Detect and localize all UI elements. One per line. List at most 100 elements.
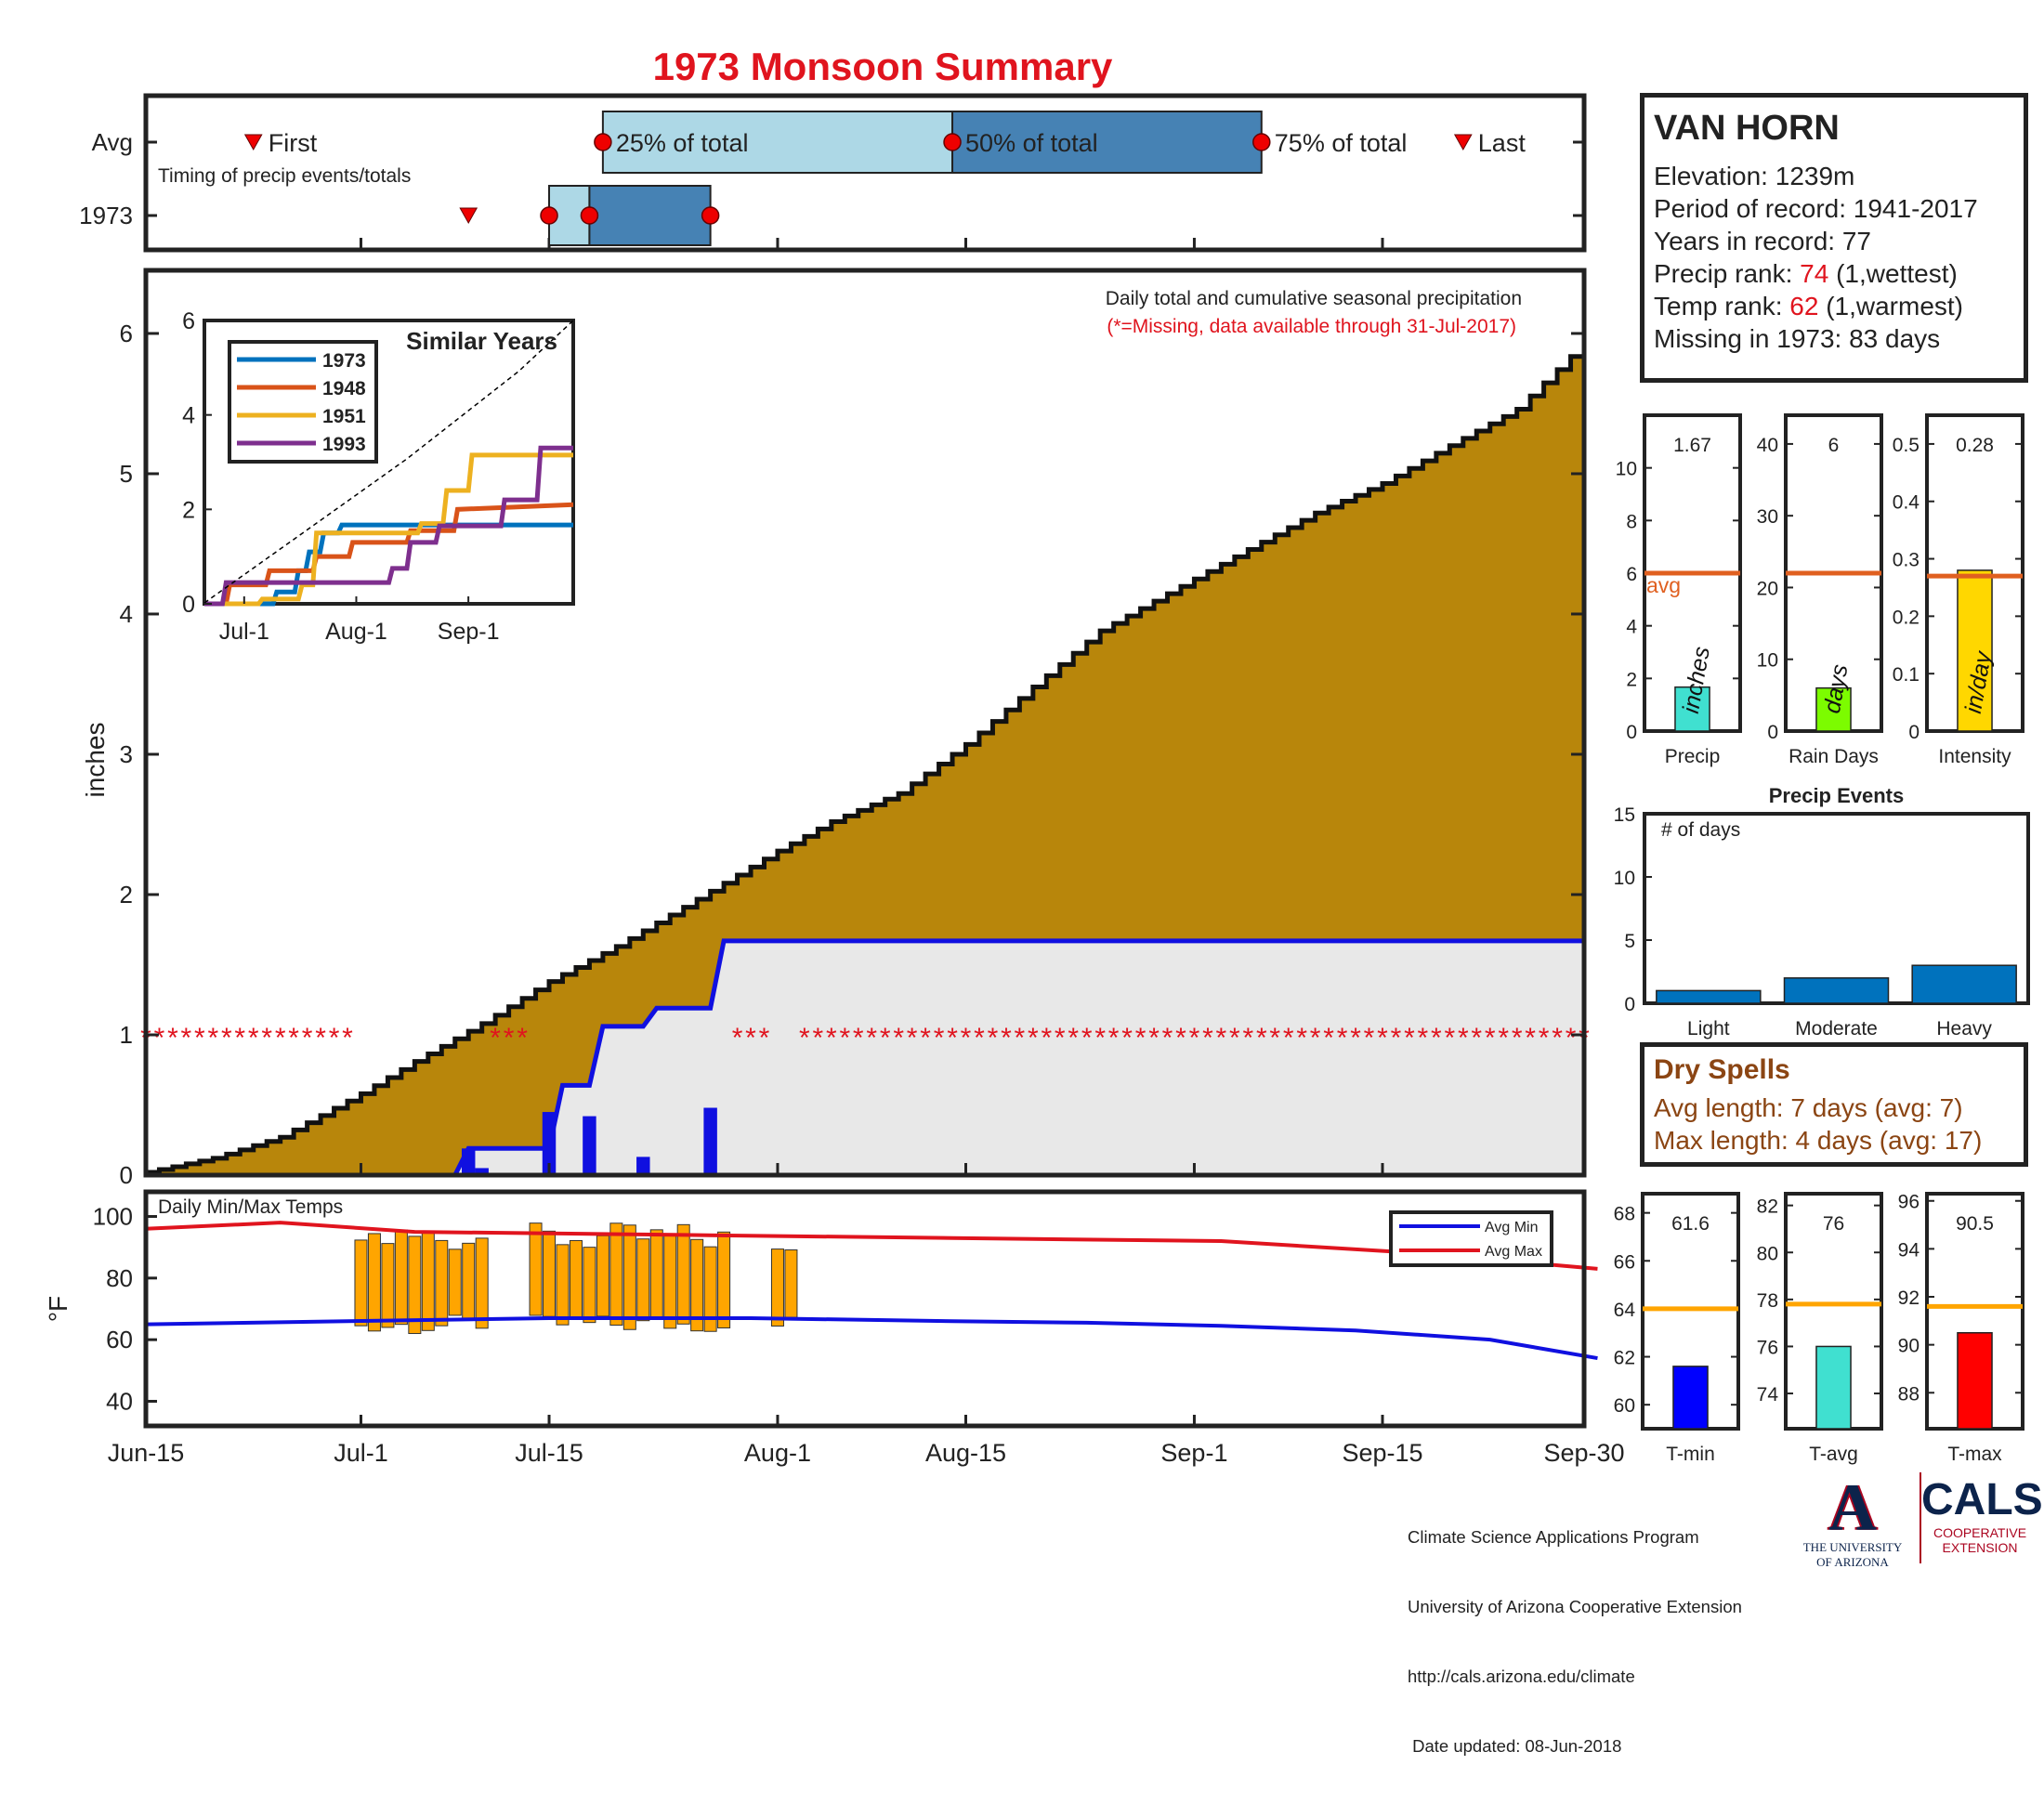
credit-line-4: Date updated: 08-Jun-2018 [1408, 1736, 1622, 1756]
stat-y-tick-label: 60 [1614, 1395, 1635, 1417]
missing-day-marker: * [745, 1023, 756, 1053]
missing-day-marker: * [1202, 1023, 1213, 1053]
missing-day-marker: * [853, 1023, 864, 1053]
missing-day-marker: * [974, 1023, 985, 1053]
missing-day-marker: * [934, 1023, 945, 1053]
inset-y-tick-label: 6 [182, 308, 195, 334]
similar-years-title: Similar Years [406, 327, 557, 355]
year-p50-marker [580, 206, 599, 225]
avg-last-label: Last [1478, 129, 1526, 157]
station-line: Period of record: 1941-2017 [1654, 192, 1978, 226]
station-line-label: Precip rank: [1654, 259, 1801, 288]
avg-first-label: First [269, 129, 318, 157]
x-axis-date-label: Sep-1 [1160, 1439, 1227, 1467]
missing-day-marker: * [1512, 1023, 1523, 1053]
stat-bar [1815, 1345, 1852, 1430]
stat-y-tick-label: 0 [1767, 722, 1778, 743]
stat-category-label: T-avg [1809, 1444, 1858, 1465]
ua-line-1: THE UNIVERSITY [1802, 1540, 1903, 1554]
daily-temp-bar [663, 1235, 677, 1329]
station-line-label: Missing in 1973: [1654, 324, 1850, 353]
main-y-tick-label: 4 [120, 600, 133, 628]
missing-day-marker: * [732, 1023, 743, 1053]
dry-spells-max: Max length: 4 days (avg: 17) [1654, 1126, 1983, 1155]
missing-day-marker: * [1296, 1023, 1307, 1053]
stat-y-tick-label: 0 [1626, 722, 1637, 743]
missing-day-marker: * [1485, 1023, 1496, 1053]
missing-day-marker: * [1068, 1023, 1079, 1053]
missing-day-marker: * [961, 1023, 972, 1053]
missing-day-marker: * [1055, 1023, 1066, 1053]
temp-y-tick-label: 60 [106, 1326, 133, 1353]
daily-temp-bar [354, 1239, 368, 1327]
stat-y-tick-label: 64 [1614, 1300, 1636, 1321]
main-y-tick-label: 3 [120, 740, 133, 768]
daily-precip-bar [703, 1107, 717, 1175]
missing-day-marker: * [154, 1023, 165, 1053]
events-y-tick-label: 10 [1614, 868, 1635, 889]
stat-y-tick-label: 0.3 [1893, 550, 1920, 571]
year-first-marker [459, 207, 478, 225]
station-line-label: Temp rank: [1654, 292, 1790, 320]
station-line-label: Elevation: [1654, 162, 1775, 190]
station-info-box: VAN HORN Elevation: 1239m Period of recor… [1640, 93, 2028, 383]
missing-day-marker: * [315, 1023, 326, 1053]
daily-precip-bar [461, 1148, 476, 1175]
missing-day-marker: * [1135, 1023, 1146, 1053]
ua-line-2: OF ARIZONA [1816, 1555, 1889, 1569]
temp-y-tick-label: 80 [106, 1264, 133, 1292]
missing-day-marker: * [234, 1023, 245, 1053]
year-p75-marker [701, 206, 720, 225]
events-category-label: Moderate [1795, 1018, 1878, 1039]
x-axis-date-label: Jul-15 [515, 1439, 583, 1467]
missing-day-marker: * [1364, 1023, 1375, 1053]
station-line-label: Period of record: [1654, 194, 1854, 223]
stat-value-label: 6 [1828, 435, 1840, 456]
missing-day-marker: * [1404, 1023, 1415, 1053]
cals-wordmark: CALS [1921, 1475, 2043, 1524]
stat-bar [1674, 686, 1710, 732]
missing-day-marker: * [988, 1023, 999, 1053]
missing-day-marker: * [1525, 1023, 1536, 1053]
missing-day-marker: * [342, 1023, 353, 1053]
avg-min-temp-line [145, 1315, 1598, 1361]
legend-label: 1951 [322, 406, 366, 427]
year-p25-marker [540, 206, 558, 225]
station-line-label: Years in record: [1654, 227, 1842, 255]
station-line-value: 83 days [1849, 324, 1941, 353]
cals-logo: CALS COOPERATIVE EXTENSION [1921, 1475, 2043, 1555]
stat-bar [1672, 1366, 1709, 1430]
missing-day-marker: * [1458, 1023, 1469, 1053]
missing-day-marker: * [490, 1023, 501, 1053]
stat-y-tick-label: 2 [1626, 669, 1637, 690]
stat-y-tick-label: 78 [1757, 1290, 1778, 1312]
missing-day-marker: * [1377, 1023, 1388, 1053]
avg-p25-label: 25% of total [616, 129, 749, 157]
dry-spells-title: Dry Spells [1654, 1054, 1790, 1085]
x-axis-date-label: Sep-15 [1342, 1439, 1422, 1467]
dry-spells-box: Dry Spells Avg length: 7 days (avg: 7) M… [1640, 1042, 2028, 1167]
monsoon-summary: 1973 Monsoon Summary VAN HORN Elevation:… [44, 45, 2043, 1756]
stat-avg-label: avg [1646, 573, 1681, 597]
stat-value-label: 0.28 [1956, 435, 1994, 456]
station-line-value: 74 [1800, 259, 1829, 288]
missing-day-marker: * [1121, 1023, 1133, 1053]
stat-y-tick-label: 76 [1757, 1337, 1778, 1358]
stat-y-tick-label: 66 [1614, 1251, 1635, 1273]
daily-temp-bar [475, 1237, 489, 1329]
timeline-row-label: Avg [92, 128, 133, 156]
timeline-row-label: 1973 [79, 202, 133, 229]
events-y-tick-label: 0 [1624, 994, 1635, 1015]
main-y-tick-label: 6 [120, 320, 133, 347]
daily-temp-bar [609, 1222, 623, 1327]
missing-day-marker: * [839, 1023, 850, 1053]
missing-day-marker: * [947, 1023, 958, 1053]
avg-50-75-box [951, 111, 1263, 174]
temp-plot-frame [143, 1189, 1587, 1429]
avg-25-50-box [601, 111, 954, 174]
stat-y-tick-label: 30 [1757, 506, 1778, 528]
missing-day-marker: * [207, 1023, 218, 1053]
daily-temp-bar [435, 1239, 449, 1327]
missing-day-marker: * [920, 1023, 931, 1053]
year-50-75-box [588, 185, 712, 246]
